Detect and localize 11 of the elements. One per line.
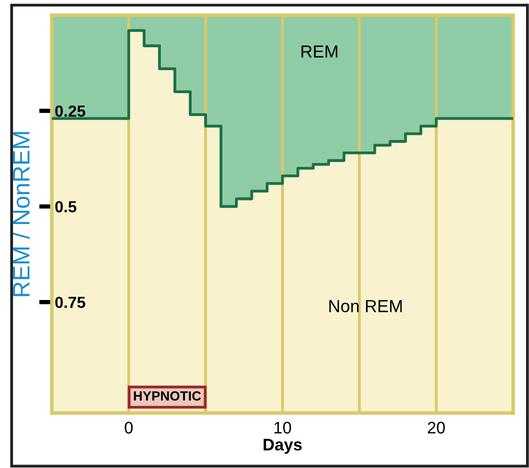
y-tick-label: 0.5 — [55, 201, 76, 212]
y-axis-title: REM / NonREM — [12, 132, 30, 296]
annotation: Non REM — [329, 300, 402, 312]
x-tick-label: 10 — [274, 422, 292, 434]
x-tick-label: 0 — [124, 422, 133, 434]
annotation: REM — [302, 46, 338, 58]
y-tick-label: 0.25 — [55, 105, 86, 117]
x-axis-title: Days — [264, 438, 302, 454]
annotation: HYPNOTIC — [134, 391, 201, 401]
y-tick-label: 0.75 — [55, 296, 86, 308]
x-tick-label: 20 — [428, 422, 445, 434]
